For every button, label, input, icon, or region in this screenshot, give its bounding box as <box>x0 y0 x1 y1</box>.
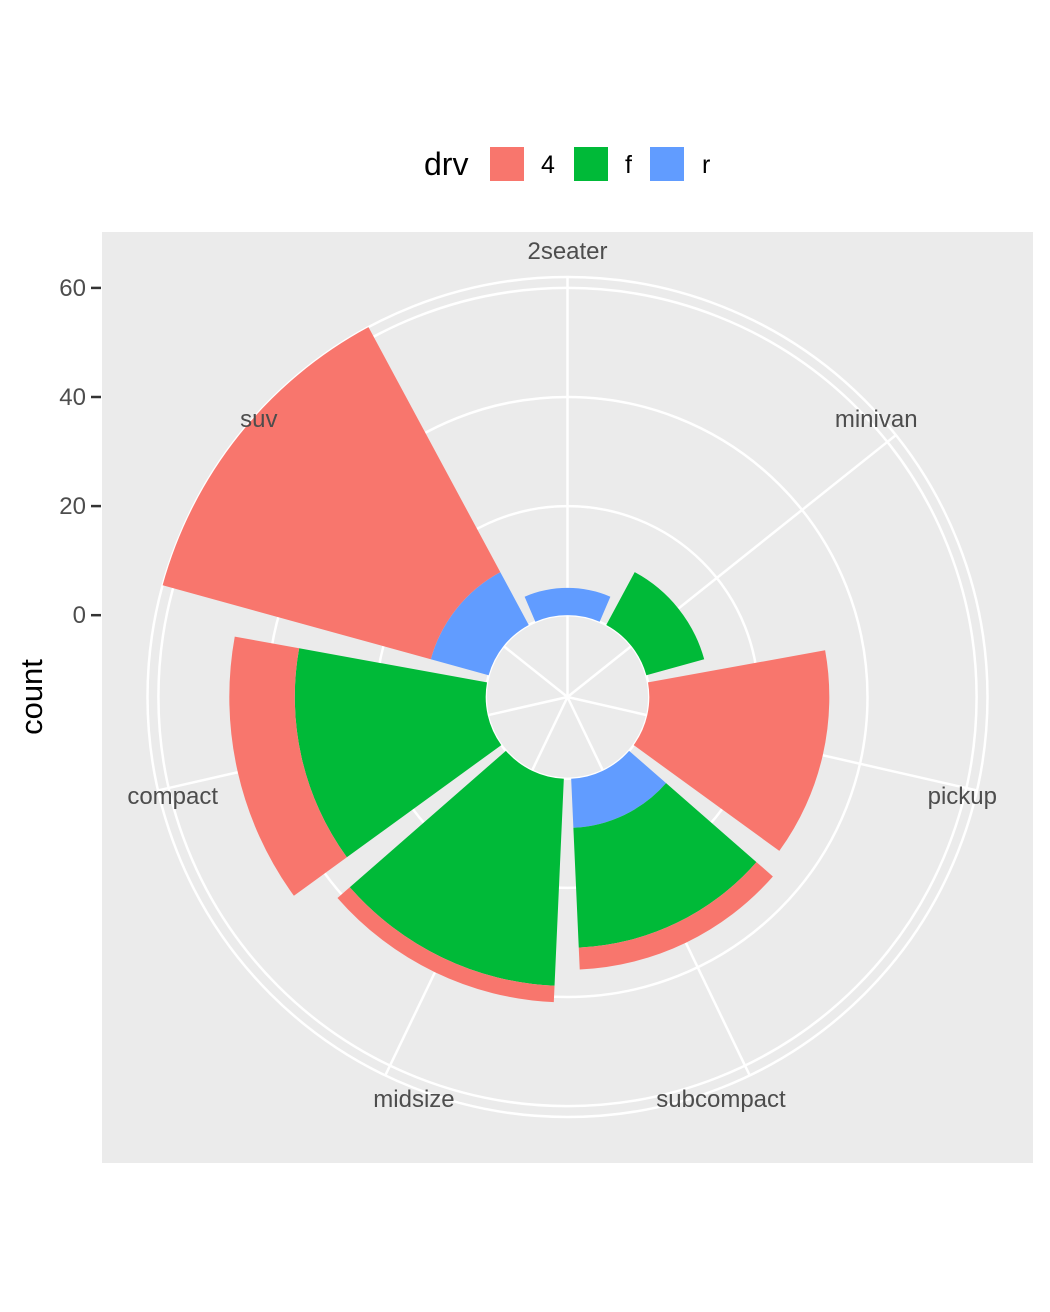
legend-key-r <box>650 147 684 181</box>
category-labels: 2seater minivan pickup subcompact midsize com… <box>127 238 997 1113</box>
legend-key-4 <box>490 147 524 181</box>
category-label-2seater: 2seater <box>527 238 607 265</box>
legend-entries: 4 f r <box>490 147 710 181</box>
legend-key-f <box>574 147 608 181</box>
y-tick-label: 0 <box>73 602 86 629</box>
y-tick-label: 20 <box>59 493 86 520</box>
bar-minivan-f <box>606 572 705 676</box>
legend-label-4: 4 <box>541 151 555 179</box>
legend-title: drv <box>424 146 468 182</box>
bar-midsize-4 <box>337 887 555 1003</box>
bar-pickup-4 <box>633 650 830 851</box>
category-label-pickup: pickup <box>928 783 997 810</box>
y-tick-label: 40 <box>59 384 86 411</box>
bar-compact-4 <box>229 636 347 896</box>
category-label-minivan: minivan <box>835 406 918 433</box>
category-label-midsize: midsize <box>373 1086 454 1113</box>
legend: drv 4 f r <box>424 146 710 182</box>
bar-2seater-r <box>524 587 611 622</box>
legend-label-f: f <box>625 151 632 179</box>
grid-spoke <box>566 434 897 698</box>
y-tick-label: 60 <box>59 275 86 302</box>
bar-compact-f <box>294 648 502 858</box>
category-label-compact: compact <box>127 783 218 810</box>
y-axis-title: count <box>14 659 49 735</box>
bars <box>162 327 830 1003</box>
legend-label-r: r <box>702 151 710 179</box>
bar-subcompact-4 <box>578 862 773 970</box>
bar-midsize-f <box>349 750 564 986</box>
category-label-subcompact: subcompact <box>656 1086 786 1113</box>
bar-suv-r <box>430 572 529 676</box>
bar-subcompact-f <box>573 783 757 948</box>
bar-subcompact-r <box>571 750 667 828</box>
y-axis: 0 20 40 60 <box>59 275 101 629</box>
category-label-suv: suv <box>240 406 277 433</box>
bar-suv-4 <box>162 327 501 660</box>
